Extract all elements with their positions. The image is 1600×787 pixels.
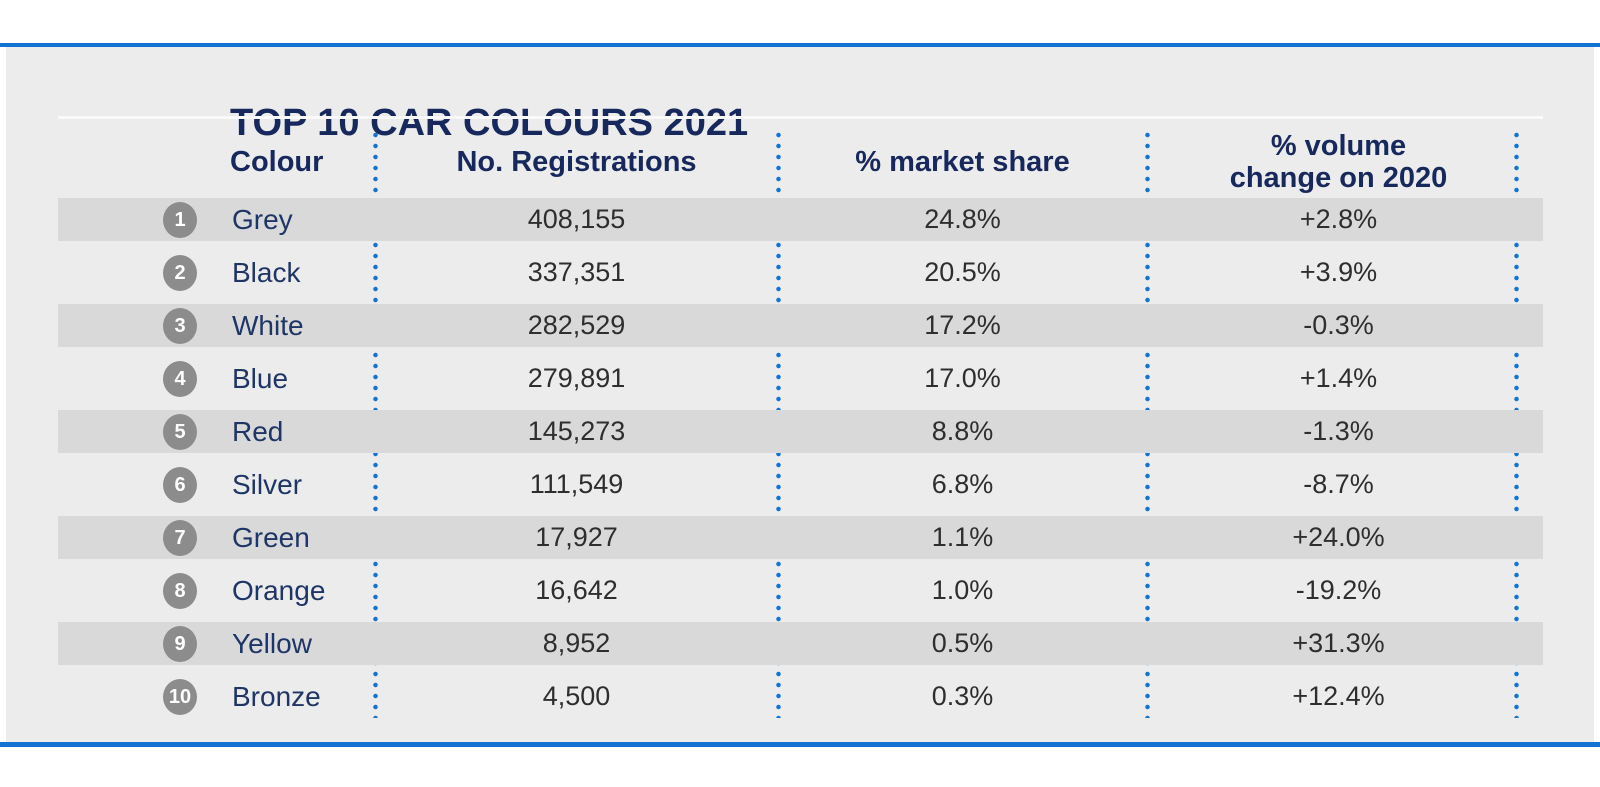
registrations-value: 111,549 xyxy=(529,469,624,499)
market-share-value: 1.0% xyxy=(931,575,994,605)
volume-change-value: +2.8% xyxy=(1299,204,1378,234)
table-row: 6 Silver 111,549 6.8% -8.7% xyxy=(58,463,1543,506)
registrations-value: 8,952 xyxy=(542,628,611,658)
column-header-volume-change: % volume change on 2020 xyxy=(1147,130,1516,194)
table-row: 10 Bronze 4,500 0.3% +12.4% xyxy=(58,675,1543,718)
rank-badge: 5 xyxy=(163,414,197,450)
volume-change-value: +3.9% xyxy=(1299,257,1378,287)
colour-name: Green xyxy=(232,522,310,553)
volume-change-value: -8.7% xyxy=(1303,469,1374,499)
registrations-value: 279,891 xyxy=(527,363,626,393)
rank-badge: 1 xyxy=(163,202,197,238)
colour-name: Grey xyxy=(232,204,293,235)
market-share-value: 24.8% xyxy=(924,204,1001,234)
rank-badge: 10 xyxy=(163,679,197,715)
market-share-value: 20.5% xyxy=(924,257,1001,287)
column-header-colour: Colour xyxy=(230,145,324,178)
rank-badge: 8 xyxy=(163,573,197,609)
registrations-value: 337,351 xyxy=(527,257,626,287)
table-row: 9 Yellow 8,952 0.5% +31.3% xyxy=(58,622,1543,665)
bottom-accent-rule xyxy=(0,742,1600,747)
table-row: 5 Red 145,273 8.8% -1.3% xyxy=(58,410,1543,453)
table-row: 4 Blue 279,891 17.0% +1.4% xyxy=(58,357,1543,400)
registrations-value: 16,642 xyxy=(535,575,618,605)
volume-change-value: -19.2% xyxy=(1295,575,1382,605)
table-row: 8 Orange 16,642 1.0% -19.2% xyxy=(58,569,1543,612)
table-row: 7 Green 17,927 1.1% +24.0% xyxy=(58,516,1543,559)
market-share-value: 0.3% xyxy=(931,681,994,711)
table-body: 1 Grey 408,155 24.8% +2.8% 2 Black 337,3… xyxy=(58,198,1543,728)
column-header-volume-line2: change on 2020 xyxy=(1229,162,1448,194)
table-row: 3 White 282,529 17.2% -0.3% xyxy=(58,304,1543,347)
registrations-value: 282,529 xyxy=(527,310,626,340)
registrations-value: 145,273 xyxy=(527,416,626,446)
table-panel: TOP 10 CAR COLOURS 2021 Colour No. Regis… xyxy=(6,47,1594,742)
rank-badge: 6 xyxy=(163,467,197,503)
rank-badge: 9 xyxy=(163,626,197,662)
colour-name: White xyxy=(232,310,304,341)
colour-name: Red xyxy=(232,416,284,447)
rank-badge: 4 xyxy=(163,361,197,397)
table-row: 2 Black 337,351 20.5% +3.9% xyxy=(58,251,1543,294)
colour-name: Black xyxy=(232,257,301,288)
rank-badge: 3 xyxy=(163,308,197,344)
volume-change-value: -1.3% xyxy=(1303,416,1374,446)
registrations-value: 408,155 xyxy=(527,204,626,234)
colour-name: Silver xyxy=(232,469,303,500)
volume-change-value: +31.3% xyxy=(1292,628,1385,658)
registrations-value: 4,500 xyxy=(542,681,611,711)
colour-name: Yellow xyxy=(232,628,312,659)
market-share-value: 17.0% xyxy=(924,363,1001,393)
colour-name: Orange xyxy=(232,575,326,606)
volume-change-value: +24.0% xyxy=(1292,522,1385,552)
column-header-market-share: % market share xyxy=(855,145,1070,178)
market-share-value: 8.8% xyxy=(931,416,994,446)
colour-name: Bronze xyxy=(232,681,321,712)
market-share-value: 17.2% xyxy=(924,310,1001,340)
title-divider xyxy=(58,116,1543,119)
top-accent-rule xyxy=(0,43,1600,47)
colour-name: Blue xyxy=(232,363,289,394)
table-row: 1 Grey 408,155 24.8% +2.8% xyxy=(58,198,1543,241)
registrations-value: 17,927 xyxy=(535,522,618,552)
volume-change-value: -0.3% xyxy=(1303,310,1374,340)
market-share-value: 6.8% xyxy=(931,469,994,499)
rank-badge: 2 xyxy=(163,255,197,291)
rank-badge: 7 xyxy=(163,520,197,556)
page-title: TOP 10 CAR COLOURS 2021 xyxy=(230,102,749,144)
column-header-volume-line1: % volume xyxy=(1270,130,1407,162)
volume-change-value: +1.4% xyxy=(1299,363,1378,393)
column-header-registrations: No. Registrations xyxy=(456,145,697,178)
market-share-value: 1.1% xyxy=(931,522,994,552)
volume-change-value: +12.4% xyxy=(1292,681,1385,711)
market-share-value: 0.5% xyxy=(931,628,994,658)
